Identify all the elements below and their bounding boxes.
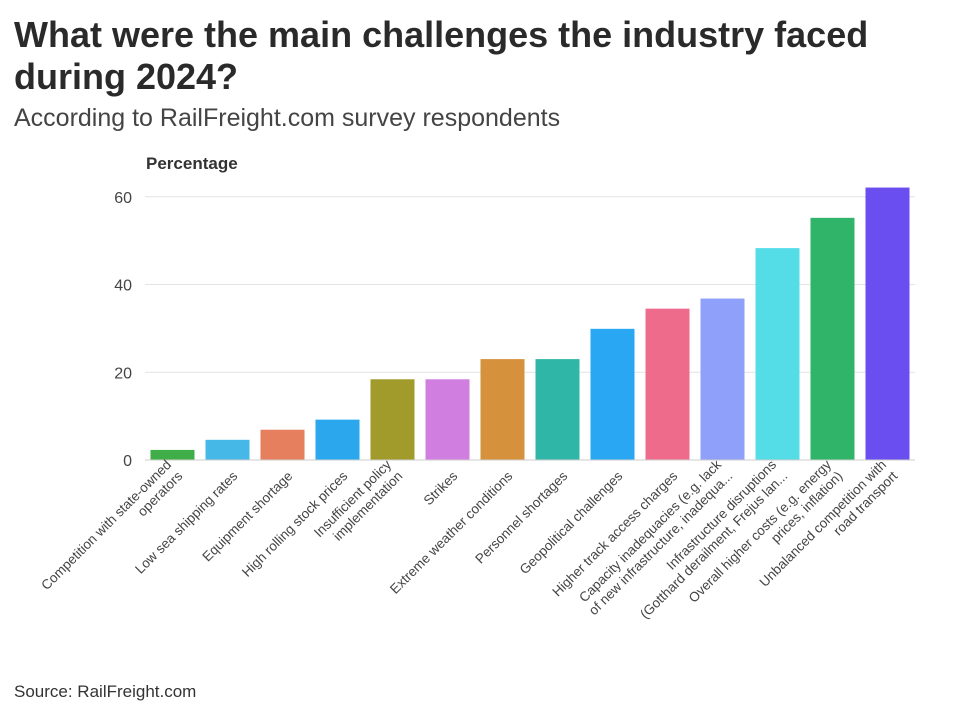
x-tick-label-line: Competition with state-owned (38, 457, 174, 593)
bar (810, 217, 855, 460)
chart-subtitle: According to RailFreight.com survey resp… (14, 104, 561, 132)
y-axis-ticks: 0 20 40 60 (114, 190, 132, 470)
source-note: Source: RailFreight.com (14, 682, 197, 701)
bar (865, 187, 910, 461)
bar (150, 449, 195, 460)
x-tick-label: Equipment shortage (199, 468, 295, 564)
y-tick-label: 0 (123, 453, 132, 470)
y-tick-label: 60 (114, 190, 132, 207)
bar (260, 429, 305, 460)
y-tick-label: 20 (114, 365, 132, 382)
y-tick-label: 40 (114, 278, 132, 295)
x-tick-label-line: Strikes (421, 468, 461, 508)
x-axis-labels: Competition with state-ownedoperatorsLow… (38, 457, 900, 622)
bar (205, 439, 250, 460)
bar (590, 328, 635, 460)
chart-title: What were the main challenges the indust… (14, 14, 869, 97)
bar-chart: 0 20 40 60 Competition with state-ownedoper… (38, 187, 915, 622)
bars (150, 187, 910, 461)
x-tick-label-line: Equipment shortage (199, 468, 295, 564)
bar (370, 379, 415, 460)
x-tick-label: Strikes (421, 468, 461, 508)
x-tick-label: Personnel shortages (472, 468, 570, 566)
bar (425, 379, 470, 460)
bar (480, 359, 525, 460)
bar (315, 419, 360, 460)
y-axis-label: Percentage (146, 154, 238, 173)
bar (535, 359, 580, 460)
bar (700, 298, 745, 460)
x-tick-label-line: Personnel shortages (472, 468, 570, 566)
bar (755, 248, 800, 460)
bar (645, 308, 690, 460)
